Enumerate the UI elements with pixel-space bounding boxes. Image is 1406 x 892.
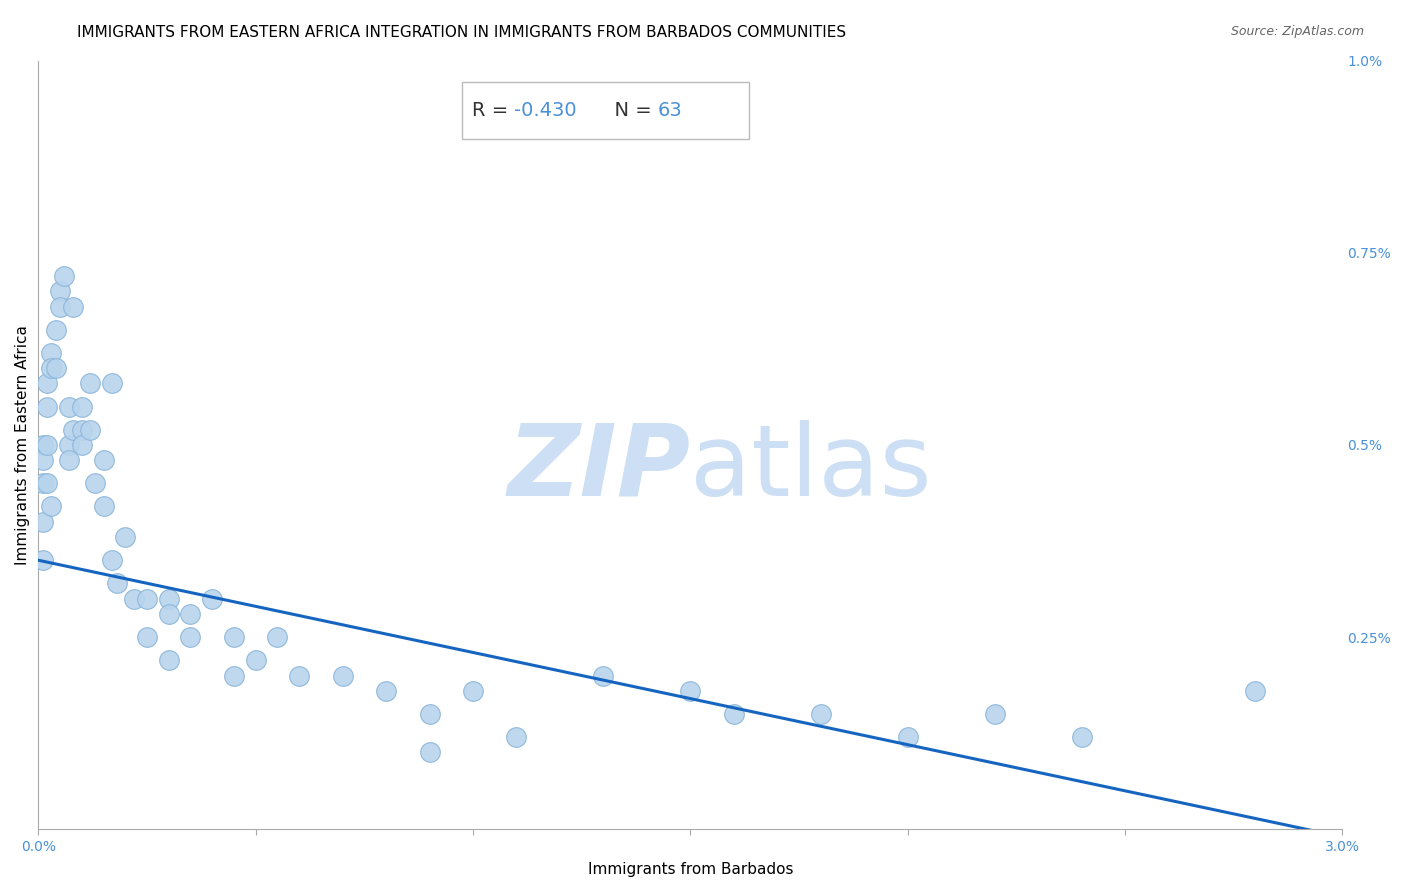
Text: Source: ZipAtlas.com: Source: ZipAtlas.com [1230, 25, 1364, 38]
Point [35, 476, 58, 491]
Point [58, 438, 80, 452]
Point [222, 630, 245, 644]
X-axis label: Immigrants from Barbados: Immigrants from Barbados [588, 862, 793, 877]
Point [93, 500, 115, 514]
Y-axis label: Immigrants from Eastern Africa: Immigrants from Eastern Africa [15, 325, 30, 565]
Point [35, 400, 58, 414]
Point [1070, 730, 1092, 744]
Point [810, 706, 832, 721]
Point [266, 630, 288, 644]
Point [897, 730, 920, 744]
Point [35, 376, 58, 391]
Point [105, 576, 128, 591]
Point [49, 300, 72, 314]
FancyBboxPatch shape [463, 82, 749, 139]
Point [157, 607, 180, 621]
Point [157, 653, 180, 667]
Point [332, 668, 354, 682]
Point [679, 684, 702, 698]
Point [41, 345, 63, 359]
Point [45, 323, 67, 337]
Point [79, 423, 101, 437]
Text: IMMIGRANTS FROM EASTERN AFRICA INTEGRATION IN IMMIGRANTS FROM BARBADOS COMMUNITI: IMMIGRANTS FROM EASTERN AFRICA INTEGRATI… [77, 25, 846, 40]
Point [723, 706, 745, 721]
Text: -0.430: -0.430 [515, 101, 576, 120]
Text: R =: R = [472, 101, 515, 120]
Point [70, 400, 93, 414]
Point [93, 453, 115, 467]
Point [58, 453, 80, 467]
Point [31, 553, 53, 567]
Point [41, 361, 63, 376]
Point [53, 268, 76, 283]
Point [62, 423, 84, 437]
Point [70, 423, 93, 437]
Point [58, 400, 80, 414]
Point [35, 438, 58, 452]
Point [62, 300, 84, 314]
Text: atlas: atlas [690, 419, 932, 516]
Point [122, 591, 145, 606]
Point [136, 591, 159, 606]
Point [375, 684, 398, 698]
Point [419, 706, 441, 721]
Point [114, 530, 136, 544]
Point [79, 376, 101, 391]
Point [179, 630, 201, 644]
Point [41, 500, 63, 514]
Point [288, 668, 311, 682]
Point [83, 476, 105, 491]
Point [222, 668, 245, 682]
Point [1244, 684, 1267, 698]
Point [31, 453, 53, 467]
Point [101, 553, 124, 567]
Point [983, 706, 1005, 721]
Point [157, 591, 180, 606]
Point [31, 515, 53, 529]
Point [505, 730, 527, 744]
Text: ZIP: ZIP [508, 419, 690, 516]
Text: N =: N = [602, 101, 658, 120]
Text: 63: 63 [658, 101, 682, 120]
Point [70, 438, 93, 452]
Point [592, 668, 614, 682]
Point [201, 591, 224, 606]
Point [31, 476, 53, 491]
Point [45, 361, 67, 376]
Point [179, 607, 201, 621]
Point [101, 376, 124, 391]
Point [461, 684, 484, 698]
Point [245, 653, 267, 667]
Point [419, 745, 441, 759]
Point [136, 630, 159, 644]
Point [49, 284, 72, 298]
Point [31, 438, 53, 452]
